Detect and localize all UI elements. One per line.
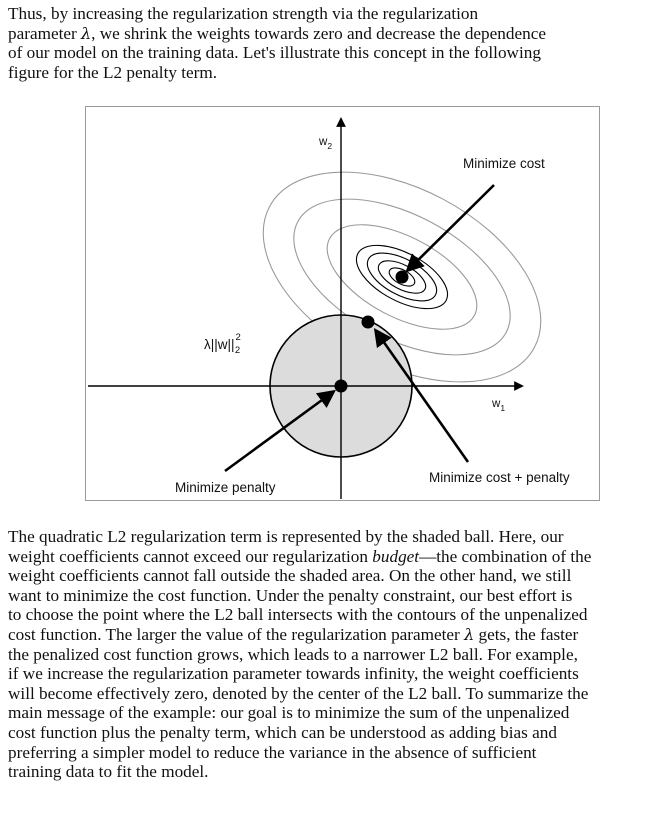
minimize-cost-arrow (405, 184, 495, 273)
text-run: to choose the point where the L2 ball in… (8, 605, 588, 625)
minimize-cost-label: Minimize cost (463, 156, 545, 171)
text-line: weight coefficients cannot exceed our re… (8, 547, 664, 567)
text-run: will become effectively zero, denoted by… (8, 683, 589, 703)
text-line: the penalized cost function grows, which… (8, 645, 664, 665)
lambda-symbol: λ (81, 23, 92, 43)
text-run: weight coefficients cannot fall outside … (8, 566, 572, 586)
text-line: to choose the point where the L2 ball in… (8, 605, 664, 625)
text-line: preferring a simpler model to reduce the… (8, 743, 664, 763)
minimize-penalty-label: Minimize penalty (175, 480, 276, 495)
text-line: cost function. The larger the value of t… (8, 625, 664, 645)
intersection-point (361, 315, 375, 329)
text-line: want to minimize the cost function. Unde… (8, 586, 664, 606)
penalty-term-label: λ||w||2 2 (204, 332, 241, 356)
text-run: main message of the example: our goal is… (8, 703, 570, 723)
minimize-cost-penalty-label: Minimize cost + penalty (429, 470, 570, 485)
penalty-minimum-point (334, 379, 348, 393)
text-run: —the combination of the (419, 546, 592, 566)
cost-minimum-point (395, 270, 409, 284)
text-line: of our model on the training data. Let's… (8, 43, 664, 63)
text-run: , we shrink the weights towards zero and… (91, 23, 546, 43)
figure-canvas: w2 w1 λ||w||2 2 Minimize cost Minimize pe… (88, 117, 570, 499)
w1-axis-label: w1 (491, 398, 505, 413)
text-run: want to minimize the cost function. Unde… (8, 585, 573, 605)
text-run: weight coefficients cannot exceed our re… (8, 546, 373, 566)
text-line: if we increase the regularization parame… (8, 664, 664, 684)
text-line: will become effectively zero, denoted by… (8, 684, 664, 704)
text-run: gets, the faster (474, 624, 579, 644)
text-run: cost function. The larger the value of t… (8, 624, 465, 644)
text-run: The quadratic L2 regularization term is … (8, 527, 564, 546)
intro-paragraph: Thus, by increasing the regularization s… (8, 4, 664, 82)
text-run: figure for the L2 penalty term. (8, 62, 218, 82)
minimize-penalty-arrow (224, 389, 336, 473)
text-line: The quadratic L2 regularization term is … (8, 527, 664, 547)
text-run: if we increase the regularization parame… (8, 664, 579, 684)
text-line: training data to fit the model. (8, 762, 664, 782)
text-line: cost function plus the penalty term, whi… (8, 723, 664, 743)
l2-regularization-figure: w2 w1 λ||w||2 2 Minimize cost Minimize pe… (85, 106, 600, 501)
w2-axis-label: w2 (318, 136, 332, 151)
text-run: Thus, by increasing the regularization s… (8, 4, 479, 23)
contour-ellipse (388, 267, 416, 287)
text-line: Thus, by increasing the regularization s… (8, 4, 664, 24)
lambda-symbol: λ (464, 624, 475, 644)
text-run: preferring a simpler model to reduce the… (8, 742, 537, 762)
emphasis-text: budget (372, 546, 420, 566)
explanation-paragraph: The quadratic L2 regularization term is … (8, 527, 664, 782)
text-run: of our model on the training data. Let's… (8, 43, 541, 63)
text-run: parameter (8, 23, 81, 43)
text-run: the penalized cost function grows, which… (8, 644, 578, 664)
text-line: figure for the L2 penalty term. (8, 63, 664, 83)
text-line: main message of the example: our goal is… (8, 703, 664, 723)
text-line: parameter λ, we shrink the weights towar… (8, 24, 664, 44)
text-run: cost function plus the penalty term, whi… (8, 722, 557, 742)
contour-ellipse (326, 224, 478, 330)
text-line: weight coefficients cannot fall outside … (8, 566, 664, 586)
minimize-cost-penalty-arrow (373, 328, 470, 463)
text-run: training data to fit the model. (8, 762, 209, 782)
